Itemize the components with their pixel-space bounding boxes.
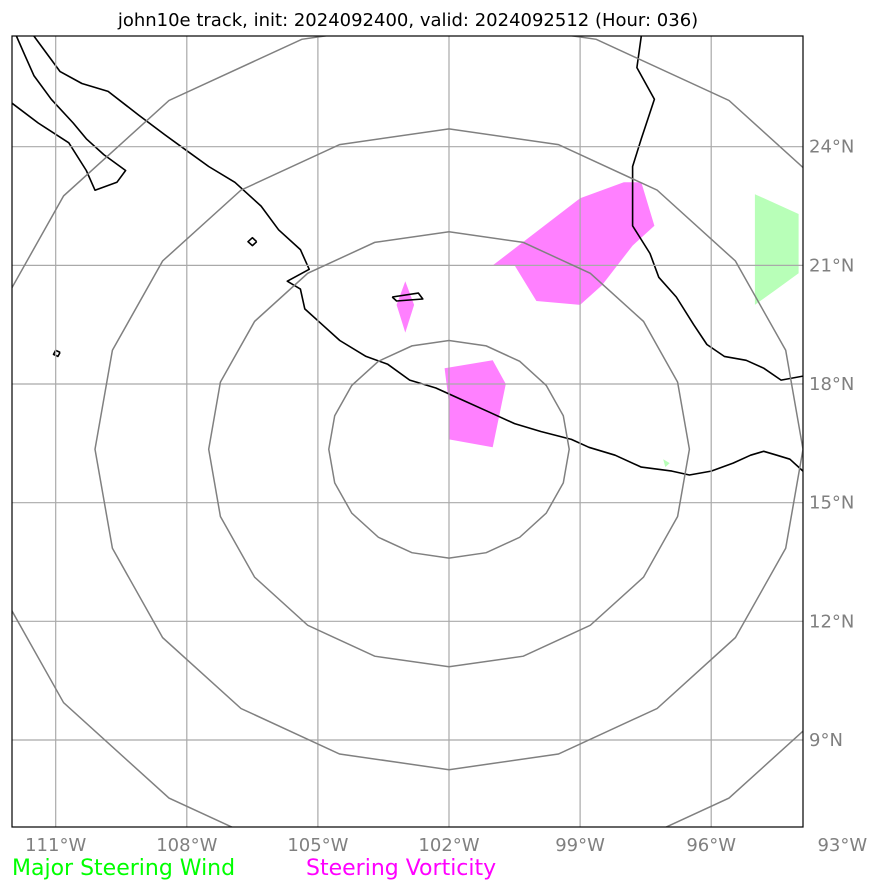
maria-islands: [247, 236, 258, 247]
map-title: john10e track, init: 2024092400, valid: …: [117, 10, 698, 31]
longitude-tick-label: 96°W: [686, 835, 736, 856]
range-ring-1: [328, 339, 570, 559]
range-ring-4: [12, 36, 803, 827]
west-vorticity-region: [396, 281, 415, 333]
longitude-tick-label: 102°W: [418, 835, 479, 856]
center-vorticity-region: [444, 360, 506, 448]
longitude-labels: 111°W 108°W 105°W 102°W 99°W 96°W 93°W: [25, 835, 867, 856]
range-ring-layer: [12, 36, 803, 827]
small-steering-wind-region: [663, 459, 670, 468]
range-ring-2: [207, 231, 691, 668]
range-ring-3: [94, 128, 803, 771]
legend: Major Steering Wind Steering Vorticity: [12, 856, 496, 881]
longitude-tick-label: 105°W: [287, 835, 348, 856]
east-steering-wind-region: [754, 194, 799, 305]
small-inland-outline: [391, 292, 424, 302]
gulf-coast: [631, 36, 803, 381]
legend-major-steering-wind: Major Steering Wind: [12, 856, 235, 881]
latitude-labels: 24°N 21°N 18°N 15°N 12°N 9°N: [809, 137, 854, 751]
longitude-tick-label: 93°W: [817, 835, 867, 856]
baja-peninsula-coast: [12, 36, 127, 191]
coastline-layer: [12, 36, 803, 476]
latitude-tick-label: 12°N: [809, 611, 854, 632]
latitude-tick-label: 24°N: [809, 137, 854, 158]
gridline-layer: [12, 36, 803, 827]
longitude-tick-label: 99°W: [555, 835, 605, 856]
map-frame: [11, 35, 804, 828]
latitude-tick-label: 21°N: [809, 255, 854, 276]
latitude-tick-label: 18°N: [809, 374, 854, 395]
map-area: [11, 35, 804, 828]
revillagigedo-island: [52, 349, 61, 358]
latitude-tick-label: 15°N: [809, 493, 854, 514]
longitude-tick-label: 111°W: [25, 835, 86, 856]
latitude-tick-label: 9°N: [809, 730, 843, 751]
north-vorticity-region: [492, 182, 655, 305]
legend-steering-vorticity: Steering Vorticity: [306, 856, 496, 881]
field-layer: [396, 182, 799, 468]
longitude-tick-label: 108°W: [156, 835, 217, 856]
